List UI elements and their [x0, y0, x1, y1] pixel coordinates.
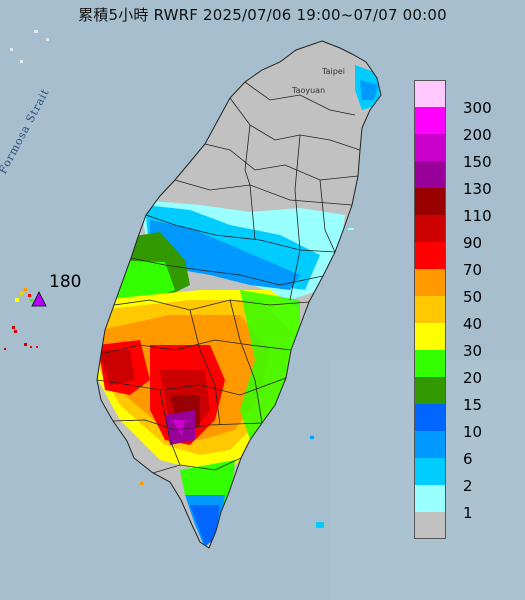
- legend-swatch: [414, 377, 446, 404]
- legend-label: 30: [463, 342, 483, 360]
- legend-swatch: [414, 296, 446, 323]
- legend-swatch: [414, 350, 446, 377]
- legend-label: 70: [463, 261, 483, 279]
- legend-label: 130: [463, 180, 492, 198]
- legend-label: 110: [463, 207, 492, 225]
- place-label-taipei: Taipei: [322, 67, 345, 76]
- legend-swatch: [414, 242, 446, 269]
- legend-swatch: [414, 485, 446, 512]
- legend-swatch: [414, 512, 446, 539]
- legend-swatch: [414, 107, 446, 134]
- legend-swatch: [414, 269, 446, 296]
- legend-swatch: [414, 458, 446, 485]
- legend-label: 20: [463, 369, 483, 387]
- legend-label: 15: [463, 396, 483, 414]
- legend-label: 150: [463, 153, 492, 171]
- legend-swatch: [414, 404, 446, 431]
- legend-label: 2: [463, 477, 473, 495]
- place-label-taoyuan: Taoyuan: [292, 86, 326, 95]
- legend-label: 10: [463, 423, 483, 441]
- legend-label: 1: [463, 504, 473, 522]
- max-rainfall-value: 180: [49, 272, 82, 292]
- legend-swatch: [414, 188, 446, 215]
- map-title: 累積5小時 RWRF 2025/07/06 19:00~07/07 00:00: [78, 6, 447, 24]
- legend-label: 300: [463, 99, 492, 117]
- county-boundaries: [96, 40, 382, 549]
- legend-swatch: [414, 80, 446, 107]
- offshore-precip: [4, 30, 354, 528]
- legend-swatch: [414, 215, 446, 242]
- legend-swatch: [414, 323, 446, 350]
- legend-label: 40: [463, 315, 483, 333]
- legend-label: 200: [463, 126, 492, 144]
- legend-swatch: [414, 134, 446, 161]
- legend-label: 90: [463, 234, 483, 252]
- legend-swatch: [414, 161, 446, 188]
- max-rainfall-marker-icon: [31, 291, 47, 307]
- legend-label: 6: [463, 450, 473, 468]
- legend-label: 50: [463, 288, 483, 306]
- legend-swatch: [414, 431, 446, 458]
